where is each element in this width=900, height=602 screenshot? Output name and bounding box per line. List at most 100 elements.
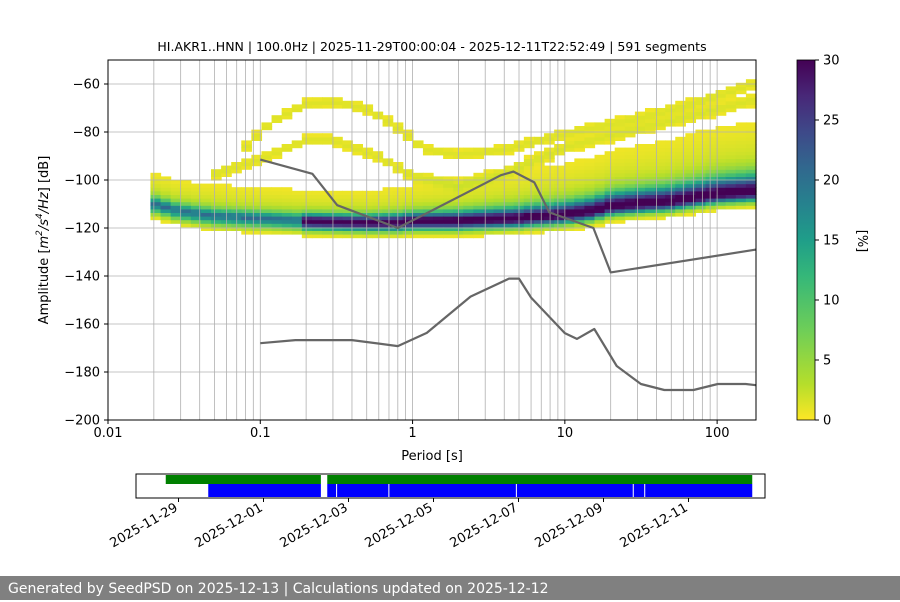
density-cell [382, 201, 394, 206]
density-cell [594, 162, 606, 167]
density-cell [443, 198, 454, 203]
density-cell [685, 104, 697, 109]
density-cell [665, 165, 676, 170]
density-cell [261, 190, 273, 195]
density-cell [614, 158, 626, 163]
footer-text: Generated by SeedPSD on 2025-12-13 | Cal… [8, 581, 549, 597]
colorbar-tick-label: 10 [823, 294, 840, 309]
density-cell [493, 172, 505, 177]
density-cell [725, 136, 737, 141]
density-cell [241, 190, 252, 195]
density-cell [594, 133, 606, 138]
density-cell [362, 190, 374, 195]
density-cell [241, 230, 252, 235]
density-cell [261, 205, 273, 210]
density-cell [301, 219, 313, 224]
density-cell [150, 180, 162, 185]
density-cell [604, 162, 616, 167]
density-cell [372, 194, 384, 199]
density-cell [634, 183, 646, 188]
density-cell [281, 108, 293, 113]
density-cell [433, 234, 444, 239]
density-cell [412, 180, 424, 185]
density-cell [544, 136, 555, 141]
density-cell [604, 180, 616, 185]
density-cell [685, 172, 697, 177]
density-cell [715, 100, 727, 105]
x-tick-label: 0.01 [94, 426, 123, 441]
density-cell [705, 176, 717, 181]
density-cell [322, 230, 333, 235]
density-cell [634, 111, 646, 116]
density-cell [402, 133, 414, 138]
y-label-hz: /Hz [37, 191, 52, 214]
density-cell [735, 172, 747, 177]
density-cell [705, 111, 717, 116]
density-cell [614, 115, 626, 120]
density-cell [382, 216, 394, 221]
density-cell [463, 187, 475, 192]
density-cell [422, 201, 434, 206]
density-cell [735, 133, 747, 138]
density-cell [362, 201, 374, 206]
density-cell [705, 198, 717, 203]
density-cell [483, 223, 495, 228]
density-cell [624, 201, 636, 206]
density-cell [675, 176, 686, 181]
density-cell [332, 219, 343, 224]
density-cell [291, 226, 303, 231]
density-cell [554, 198, 565, 203]
density-cell [533, 194, 545, 199]
density-cell [594, 223, 606, 228]
density-cell [695, 194, 707, 199]
density-cell [745, 165, 757, 170]
density-cell [554, 212, 565, 217]
density-cell [584, 126, 596, 131]
density-cell [735, 140, 747, 145]
density-cell [695, 136, 707, 141]
density-cell [503, 223, 515, 228]
density-cell [372, 219, 384, 224]
density-cell [382, 194, 394, 199]
density-cell [211, 216, 222, 221]
density-cell [271, 151, 283, 156]
density-cell [735, 90, 747, 95]
density-cell [211, 194, 222, 199]
density-cell [584, 165, 596, 170]
density-cell [665, 158, 676, 163]
density-cell [715, 190, 727, 195]
density-cell [675, 115, 686, 120]
density-cell [382, 187, 394, 192]
density-cell [251, 230, 263, 235]
density-cell [523, 198, 535, 203]
density-cell [311, 212, 323, 217]
density-cell [523, 187, 535, 192]
density-cell [614, 169, 626, 174]
density-cell [170, 180, 182, 185]
density-cell [311, 104, 323, 109]
density-cell [695, 104, 707, 109]
density-cell [433, 198, 444, 203]
density-cell [251, 216, 263, 221]
density-cell [291, 201, 303, 206]
density-cell [715, 194, 727, 199]
density-cell [433, 151, 444, 156]
density-cell [685, 115, 697, 120]
density-cell [443, 201, 454, 206]
density-cell [322, 198, 333, 203]
density-cell [725, 151, 737, 156]
density-cell [644, 187, 656, 192]
density-cell [624, 212, 636, 217]
density-cell [735, 151, 747, 156]
density-cell [604, 190, 616, 195]
reference-curves [260, 158, 757, 392]
density-cell [443, 205, 454, 210]
density-cell [200, 190, 212, 195]
density-cell [473, 205, 485, 210]
density-cell [624, 154, 636, 159]
density-cell [261, 201, 273, 206]
density-cell [473, 201, 485, 206]
density-cell [675, 162, 686, 167]
density-cell [463, 230, 475, 235]
density-cell [342, 100, 353, 105]
